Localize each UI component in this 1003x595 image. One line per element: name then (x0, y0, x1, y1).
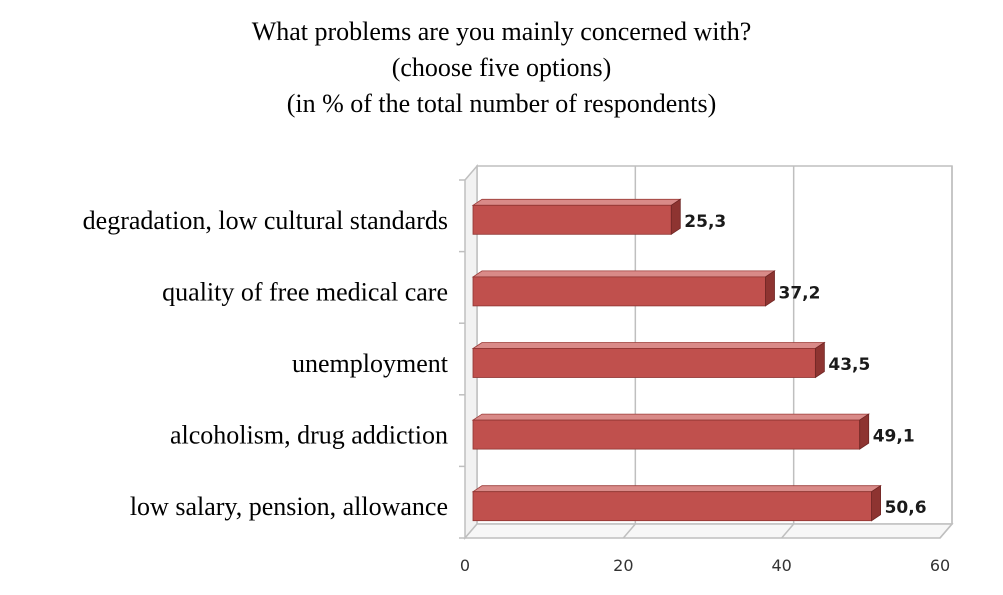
chart-title-line-2: (choose five options) (391, 53, 612, 82)
bar-top-face (471, 413, 871, 421)
bar-end-face (670, 198, 681, 236)
data-label: 37,2 (779, 283, 821, 303)
x-tick-label: 60 (930, 556, 950, 575)
category-label: alcoholism, drug addiction (170, 421, 448, 450)
bar (472, 348, 816, 378)
bar-top-face (471, 342, 826, 349)
bar-top-face (471, 270, 776, 278)
chart-title-line-3: (in % of the total number of respondents… (286, 89, 717, 118)
chart-title: What problems are you mainly concerned w… (0, 14, 1003, 122)
x-tick-label: 20 (613, 556, 633, 575)
bar-end-face (765, 270, 775, 307)
x-gridline-floor (781, 523, 795, 539)
bar-top-face (471, 198, 682, 206)
bar-top-face (471, 485, 882, 493)
category-label: unemployment (292, 349, 449, 378)
data-label: 50,6 (885, 498, 927, 518)
bar-end-face (814, 341, 825, 379)
data-label: 43,5 (828, 355, 870, 375)
plot-floor (463, 523, 954, 539)
data-label: 49,1 (873, 427, 915, 447)
category-label: quality of free medical care (162, 277, 448, 306)
category-label: low salary, pension, allowance (130, 492, 448, 521)
bar-end-face (871, 484, 881, 522)
bar-end-face (859, 413, 870, 450)
data-label: 25,3 (684, 212, 726, 232)
bar (472, 419, 861, 450)
bar (472, 491, 872, 522)
x-tick-label: 0 (460, 556, 470, 575)
bar (472, 204, 672, 235)
x-gridline-floor (939, 523, 953, 539)
bar (472, 276, 766, 307)
x-tick-label: 40 (771, 556, 791, 575)
chart-title-line-1: What problems are you mainly concerned w… (251, 17, 752, 46)
x-gridline-floor (622, 523, 636, 539)
category-label: degradation, low cultural standards (83, 206, 448, 235)
